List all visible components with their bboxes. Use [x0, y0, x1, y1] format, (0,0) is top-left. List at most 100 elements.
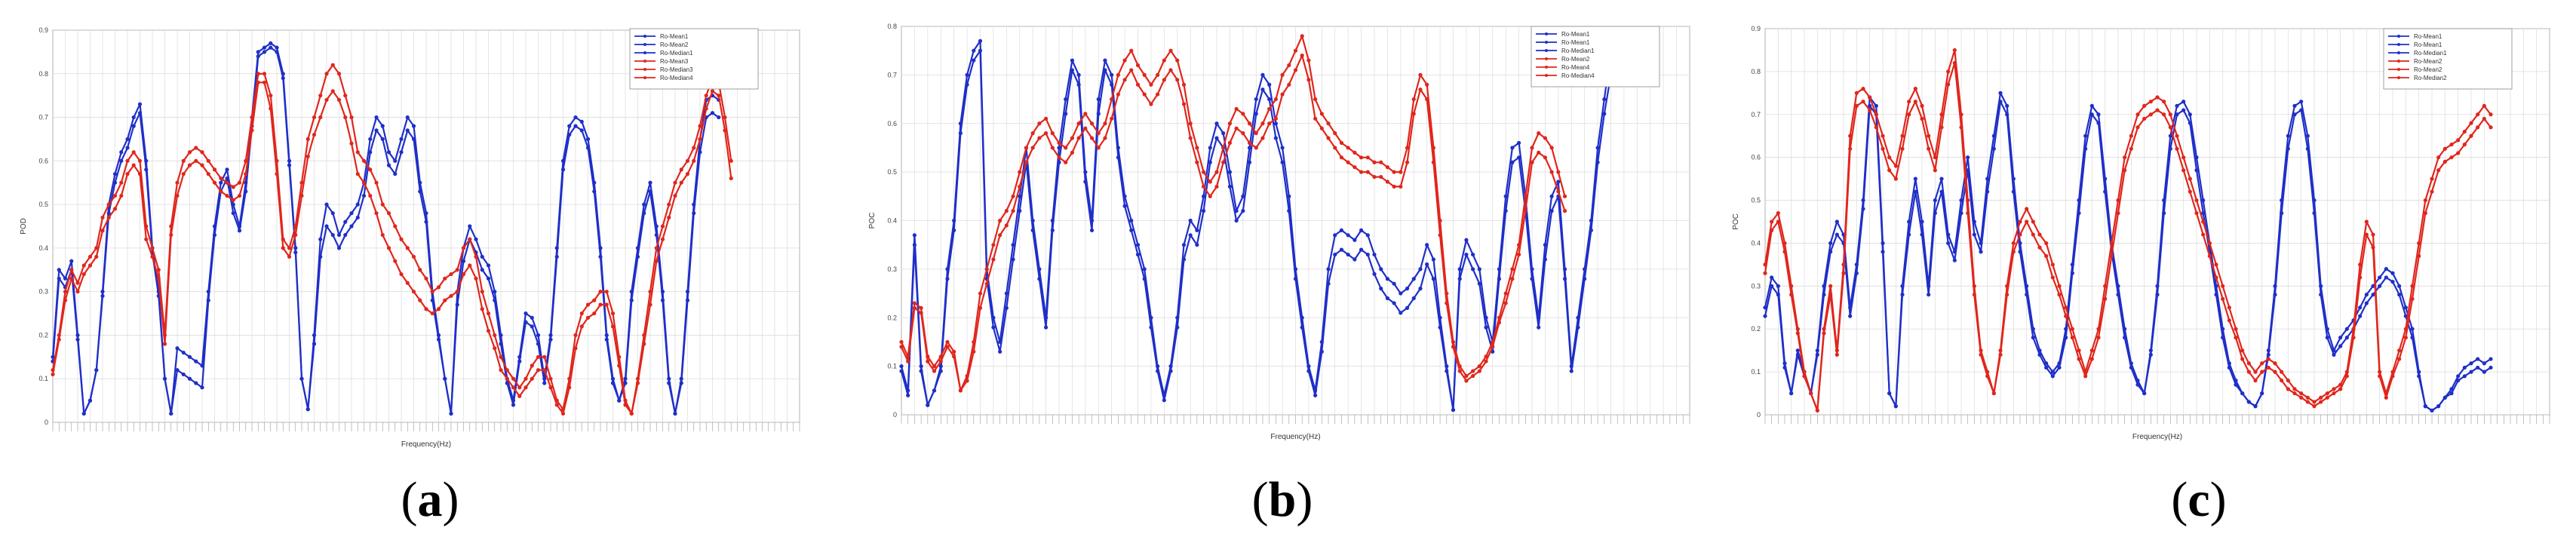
- data-point: [1927, 133, 1931, 138]
- data-point: [219, 176, 223, 181]
- data-point: [1405, 305, 1410, 310]
- data-point: [1399, 311, 1403, 315]
- data-point: [642, 202, 646, 207]
- data-point: [2018, 250, 2022, 254]
- data-point: [679, 167, 683, 172]
- data-point: [81, 411, 86, 416]
- legend-marker: [1545, 49, 1548, 52]
- data-point: [2096, 121, 2101, 125]
- data-point: [2260, 370, 2264, 374]
- data-point: [299, 180, 304, 185]
- data-point: [1162, 58, 1166, 63]
- data-point: [175, 346, 180, 351]
- y-tick-label: 0.4: [1751, 239, 1761, 247]
- data-point: [517, 394, 522, 398]
- data-point: [2077, 348, 2081, 353]
- data-point: [573, 346, 578, 351]
- data-point: [1181, 102, 1187, 106]
- data-point: [2488, 112, 2493, 117]
- data-point: [906, 393, 910, 397]
- data-point: [1162, 78, 1166, 82]
- data-point: [1339, 155, 1344, 160]
- data-point: [1011, 243, 1015, 247]
- data-point: [1477, 369, 1481, 373]
- data-point: [131, 163, 136, 167]
- data-point: [1933, 211, 1937, 216]
- data-point: [2397, 348, 2402, 353]
- legend-marker: [2397, 51, 2400, 54]
- data-point: [1064, 146, 1068, 150]
- data-point: [729, 158, 733, 163]
- data-point: [443, 298, 447, 302]
- data-point: [2456, 138, 2461, 143]
- data-point: [1471, 373, 1475, 379]
- data-point: [2417, 374, 2421, 379]
- data-point: [2423, 211, 2427, 216]
- data-point: [1287, 63, 1291, 68]
- data-point: [1900, 293, 1905, 297]
- data-point: [499, 354, 503, 359]
- data-point: [517, 385, 522, 390]
- data-point: [1043, 131, 1049, 136]
- data-point: [2456, 151, 2461, 155]
- data-point: [2064, 336, 2068, 340]
- data-point: [1789, 391, 1794, 396]
- legend-marker: [643, 76, 646, 79]
- data-point: [919, 311, 923, 315]
- data-point: [194, 146, 198, 150]
- data-point: [1583, 277, 1587, 281]
- data-point: [2089, 348, 2094, 353]
- data-point: [912, 243, 917, 247]
- data-point: [1201, 209, 1206, 213]
- data-point: [2403, 336, 2408, 340]
- data-point: [1050, 131, 1055, 136]
- data-point: [424, 276, 428, 281]
- data-point: [1510, 267, 1515, 271]
- data-point: [2246, 361, 2251, 366]
- legend-marker: [2397, 43, 2400, 46]
- data-point: [536, 368, 541, 373]
- data-point: [2462, 374, 2467, 379]
- data-point: [194, 381, 198, 385]
- data-point: [94, 254, 99, 259]
- data-point: [1247, 160, 1252, 164]
- data-point: [1497, 321, 1502, 325]
- legend-marker: [1545, 66, 1548, 69]
- data-point: [660, 298, 665, 302]
- data-point: [2371, 245, 2375, 250]
- data-point: [411, 290, 416, 294]
- data-point: [281, 246, 285, 250]
- data-point: [269, 41, 273, 45]
- data-point: [112, 172, 118, 176]
- data-point: [1352, 150, 1357, 155]
- data-point: [2142, 391, 2147, 396]
- data-point: [1543, 243, 1548, 247]
- data-point: [1359, 170, 1364, 174]
- series-line-4: [51, 81, 732, 415]
- data-point: [604, 337, 609, 342]
- data-point: [1096, 97, 1101, 102]
- data-point: [1037, 121, 1042, 126]
- data-point: [2227, 318, 2231, 323]
- data-point: [1214, 136, 1219, 140]
- data-point: [1333, 146, 1337, 150]
- data-point: [1214, 121, 1219, 126]
- data-point: [2057, 365, 2062, 370]
- y-tick-label: 0.1: [38, 375, 48, 382]
- data-point: [1110, 82, 1114, 87]
- data-point: [598, 302, 603, 307]
- data-point: [952, 349, 956, 354]
- data-point: [579, 128, 584, 133]
- data-point: [2312, 211, 2317, 216]
- data-point: [187, 150, 192, 155]
- data-point: [1379, 160, 1383, 164]
- data-point: [505, 376, 509, 381]
- data-point: [2234, 336, 2238, 340]
- data-point: [2488, 357, 2493, 361]
- data-point: [2378, 275, 2382, 280]
- data-point: [2011, 241, 2016, 246]
- data-point: [2109, 253, 2114, 259]
- data-point: [393, 158, 398, 163]
- data-point: [635, 254, 640, 259]
- data-point: [592, 298, 597, 302]
